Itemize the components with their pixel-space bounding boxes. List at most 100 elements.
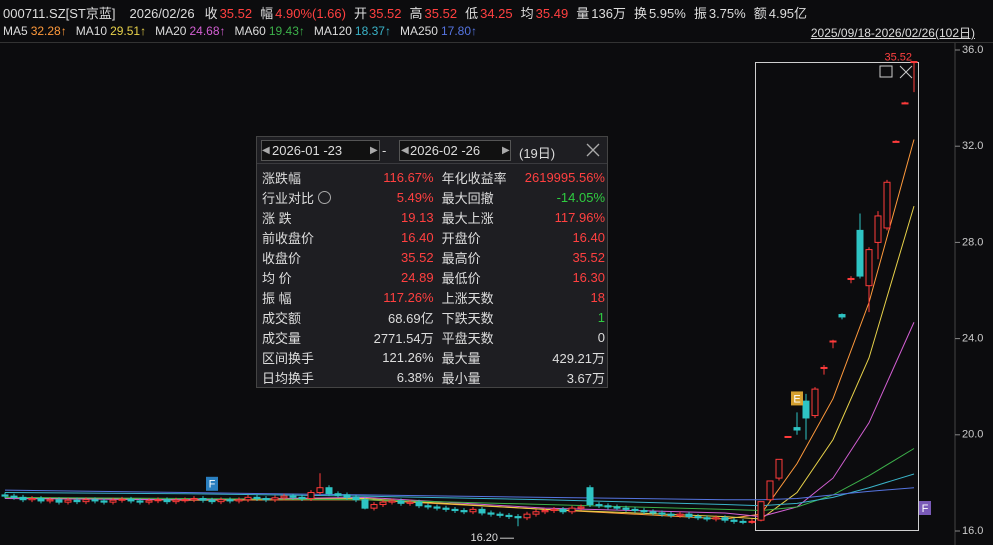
prev-arrow[interactable]: ◀ [401,145,409,156]
stat-label: 成交额 [262,310,302,326]
candle-body [478,508,486,514]
stat-value: 117.26% [383,289,434,305]
legend-value: 18.37↑ [354,24,391,38]
stat-value: 116.67% [383,169,434,185]
stat-label: 成交量 [262,330,302,346]
candle-body [145,500,153,503]
event-marker [791,391,803,406]
stat-label: 振 幅 [262,290,292,306]
candle-body [829,340,837,343]
candle-body [352,496,360,501]
close-icon[interactable] [899,65,913,79]
candle-body [10,495,18,498]
candle-body [199,498,207,501]
event-marker-label: F [209,479,216,491]
candle-body [361,499,369,509]
candle-body [82,499,90,503]
stat-value: 117.96% [554,209,605,225]
candle-body [460,510,468,513]
candle-body [415,501,423,507]
candle-body [343,494,351,498]
field-value: 34.25 [480,6,513,21]
candle-body [325,487,333,495]
candle-body [253,496,261,500]
stat-value: 16.30 [572,269,605,285]
candle-body [46,499,54,502]
close-button[interactable] [585,142,601,158]
candle-body [613,506,621,509]
candle-body [55,499,63,503]
stat-label: 涨跌幅 [262,170,302,186]
candle-body [820,366,828,369]
start-date-box[interactable] [261,140,380,161]
y-tick-label: 36.0 [962,44,983,56]
end-date[interactable]: 2026-02 -26 [410,143,481,158]
stat-label: 最大回撤 [441,190,494,206]
next-arrow[interactable]: ▶ [370,145,378,156]
candle-body [100,500,108,503]
stat-value: 429.21万 [552,350,605,366]
field-value: 5.95% [648,6,686,21]
candle-body [883,181,891,229]
candle-body [370,504,378,509]
stat-label: 收盘价 [262,250,302,266]
symbol: 000711.SZ[ST京蓝] [3,6,116,21]
stat-label: 最大上涨 [441,210,494,226]
candle-body [217,499,225,503]
help-icon[interactable] [318,190,332,204]
candle-body [784,435,792,438]
prev-arrow[interactable]: ◀ [262,145,270,156]
candle-body [442,507,450,510]
candle-body [748,520,756,523]
legend-name: MA120 [313,24,352,38]
candle-body [154,499,162,502]
candle-body [172,499,180,503]
y-tick-label: 24.0 [962,333,983,345]
field-value: 136万 [591,6,626,21]
ma-line [4,473,915,507]
candle-body [136,500,144,503]
candle-body [109,499,117,503]
maximize-icon[interactable] [879,65,893,78]
candle-body [622,507,630,510]
stat-label: 最大量 [441,350,481,366]
stats-row: 区间换手 121.26% 最大量 429.21万 [260,347,607,367]
field-value: 35.52 [424,6,458,21]
candle-body [793,427,801,431]
candle-body [676,513,684,516]
annotation-label: 35.52 [884,51,912,63]
stat-value: 6.38% [396,369,434,385]
candle-body [712,517,720,520]
candle-body [451,508,459,512]
field-label: 幅 [260,6,274,21]
stats-row: 前收盘价 16.40 开盘价 16.40 [260,227,607,247]
start-date[interactable]: 2026-01 -23 [272,143,343,158]
legend-value: 17.80↑ [440,24,478,38]
stat-value: 5.49% [396,189,434,205]
separator: - [382,143,387,158]
legend-value: 32.28↑ [30,24,67,38]
candle-body [910,61,918,64]
stat-label: 行业对比 [260,187,362,207]
candle-body [118,498,126,501]
candle-body [586,487,594,506]
candle-body [226,499,234,502]
stat-label: 最低价 [441,270,481,286]
field-label: 振 [693,6,707,21]
stats-row: 成交额 68.69亿 下跌天数 1 [260,307,607,327]
date-range[interactable]: 2025/09/18-2026/02/26(102日) [810,26,975,40]
stat-value: 68.69亿 [388,310,434,326]
candle-body [667,513,675,516]
candle-body [604,505,612,508]
stat-value: 35.52 [572,249,605,265]
legend-value: 24.68↑ [189,24,226,38]
field-value: 35.52 [219,6,253,21]
next-arrow[interactable]: ▶ [502,145,510,156]
candle-body [316,487,324,494]
legend-name: MA5 [3,24,28,38]
candle-body [73,499,81,503]
stat-label: 平盘天数 [441,330,494,346]
candle-body [523,513,531,519]
end-date-box[interactable] [399,140,511,161]
stats-row: 行业对比 5.49% 最大回撤 -14.05% [260,187,607,207]
